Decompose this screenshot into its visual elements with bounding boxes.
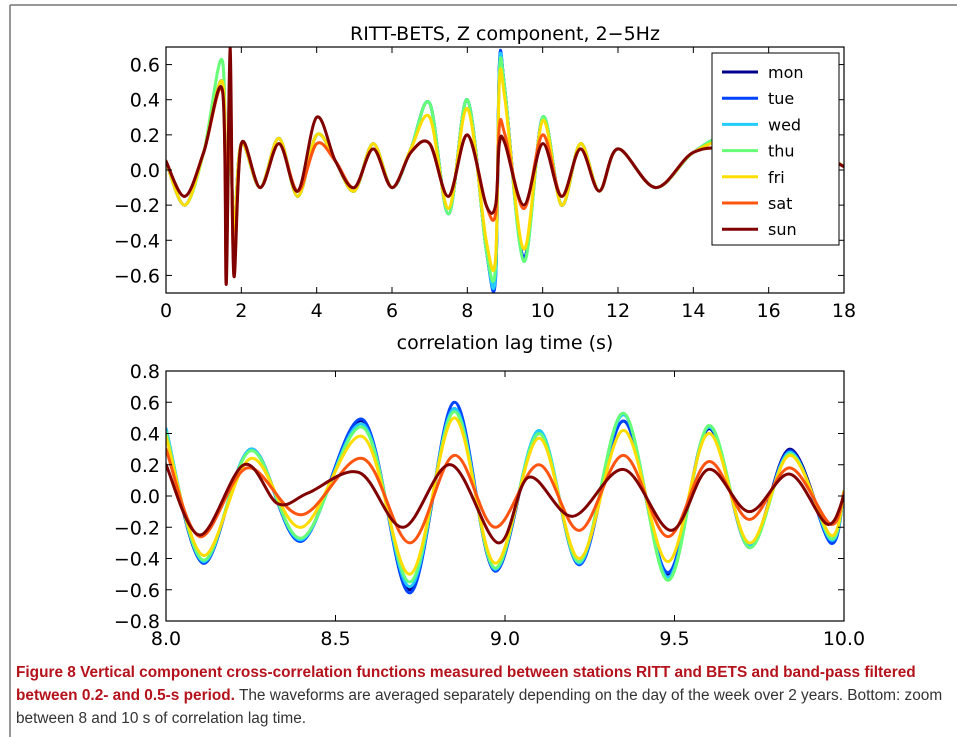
top-chart-ticks: 0 2 4 6 8 10 12 14 16 18 −0.6 −0.4 −0.2 0.0 0.2 0.4 0.6: [114, 47, 856, 322]
legend-label-wed: wed: [768, 115, 801, 134]
bottom-chart-plot-area: [166, 400, 844, 595]
series-line-fri: [166, 416, 844, 576]
x-tick-label: 18: [832, 300, 856, 322]
y-tick-label: −0.4: [114, 549, 160, 571]
x-tick-label: 8: [461, 300, 473, 322]
top-chart-title: RITT-BETS, Z component, 2−5Hz: [350, 23, 660, 45]
bottom-chart-axes-frame: [165, 370, 845, 622]
series-line-sat: [166, 447, 844, 545]
x-tick-label: 2: [235, 300, 247, 322]
series-line-tue: [166, 400, 844, 595]
x-tick-label: 10: [531, 300, 555, 322]
top-chart-legend: mon tue wed thu fri sat sun: [711, 52, 840, 246]
y-tick-label: 0.2: [130, 125, 160, 147]
x-tick-label: 9.0: [490, 628, 520, 650]
figure-caption: Figure 8 Vertical component cross-correl…: [16, 661, 952, 730]
y-tick-label: 0.0: [130, 160, 160, 182]
caption-body: The waveforms are averaged separately de…: [16, 687, 943, 727]
legend-label-mon: mon: [768, 63, 804, 82]
y-tick-label: −0.4: [114, 230, 160, 252]
top-chart-plot-area: [166, 47, 844, 293]
x-tick-label: 9.5: [659, 628, 689, 650]
y-tick-label: 0.4: [130, 90, 160, 112]
x-tick-label: 0: [160, 300, 172, 322]
top-chart-xlabel: correlation lag time (s): [397, 332, 614, 354]
series-line-sun: [166, 47, 844, 286]
y-tick-label: 0.6: [130, 392, 160, 414]
legend-box: [711, 52, 840, 246]
series-line-thu: [166, 410, 844, 584]
x-tick-label: 12: [606, 300, 630, 322]
y-tick-label: −0.2: [114, 195, 160, 217]
legend-label-sat: sat: [768, 194, 792, 213]
y-tick-label: −0.2: [114, 517, 160, 539]
x-tick-label: 8.0: [151, 628, 181, 650]
y-tick-label: 0.6: [130, 55, 160, 77]
x-tick-label: 14: [681, 300, 705, 322]
legend-label-fri: fri: [768, 168, 785, 187]
series-line-mon: [166, 406, 844, 592]
x-tick-label: 16: [757, 300, 781, 322]
y-tick-label: 0.2: [130, 455, 160, 477]
caption-title: Figure 8 Vertical component cross-correl…: [16, 664, 916, 704]
legend-label-tue: tue: [768, 89, 794, 108]
legend-label-thu: thu: [768, 142, 795, 161]
x-tick-label: 6: [386, 300, 398, 322]
x-tick-label: 4: [311, 300, 323, 322]
y-tick-label: −0.6: [114, 265, 160, 287]
x-tick-label: 10.0: [823, 628, 865, 650]
series-line-sun: [166, 463, 844, 545]
bottom-chart: 8.0 8.5 9.0 9.5 10.0 −0.8 −0.6 −0.4 −0.2 0.0 0.2 0.…: [114, 361, 865, 650]
series-line-wed: [166, 406, 844, 589]
top-chart: RITT-BETS, Z component, 2−5Hz 0 2 4 6 8 10 12 1…: [114, 23, 856, 354]
legend-label-sun: sun: [768, 220, 797, 239]
y-tick-label: 0.8: [130, 361, 160, 383]
x-tick-label: 8.5: [320, 628, 350, 650]
y-tick-label: 0.4: [130, 424, 160, 446]
y-tick-label: 0.0: [130, 486, 160, 508]
y-tick-label: −0.6: [114, 580, 160, 602]
bottom-chart-ticks: 8.0 8.5 9.0 9.5 10.0 −0.8 −0.6 −0.4 −0.2 0.0 0.2 0.…: [114, 361, 865, 650]
y-tick-label: −0.8: [114, 611, 160, 633]
